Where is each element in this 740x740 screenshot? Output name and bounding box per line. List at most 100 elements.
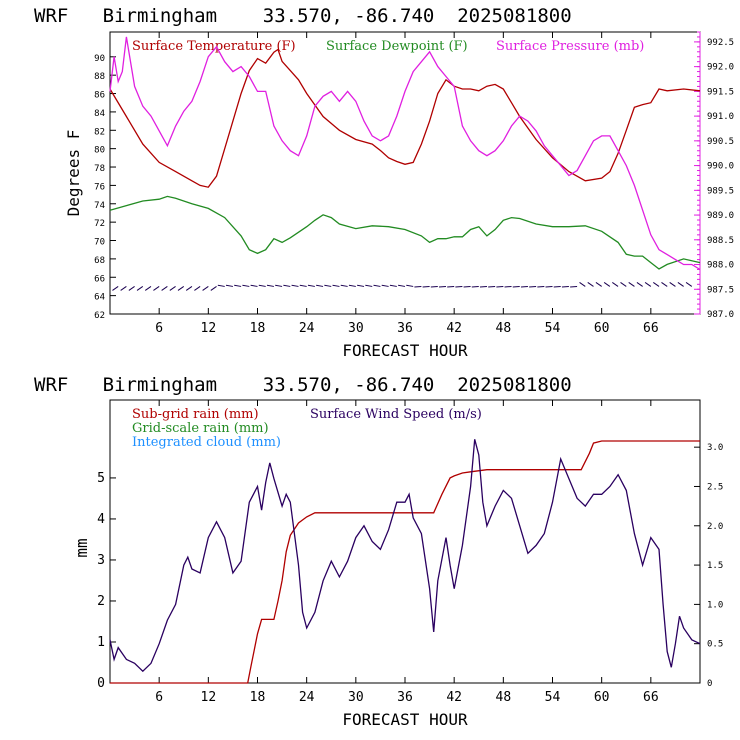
panel1-y2-ticks: 987.0 987.5 988.0 988.5 989.0 989.5 990.0 990.5… (694, 31, 734, 320)
wind-barb (202, 286, 209, 291)
panel1-x-tick-label: 24 (299, 321, 315, 336)
panel1-y-tick-label: 88 (94, 72, 105, 82)
series-line-sub-grid-rain-mm (110, 440, 700, 684)
panel1-y2-tick-label: 988.0 (707, 261, 734, 271)
panel2-title: WRF Birmingham 33.570, -86.740 202508180… (34, 374, 572, 396)
panel2-x-tick-label: 60 (594, 690, 610, 705)
panel1-x-tick-label: 66 (643, 321, 659, 336)
panel2-y2-tick-label: 2.0 (707, 522, 723, 532)
wind-barb (603, 282, 611, 287)
wind-barb (324, 284, 332, 287)
wind-barb (291, 284, 299, 287)
legend-surface-dewpoint: Surface Dewpoint (F) (326, 39, 468, 54)
panel2-y2-tick-label: 0.5 (707, 640, 723, 650)
panel1-x-tick-label: 12 (201, 321, 217, 336)
panel1-y2-tick-label: 992.0 (707, 63, 734, 73)
legend-gridscale-rain: Grid-scale rain (mm) (132, 421, 269, 436)
panel1-y2-tick-label: 992.5 (707, 38, 734, 48)
panel1-x-tick-label: 18 (250, 321, 266, 336)
wind-barb (250, 284, 258, 287)
panel2-y2-tick-label: 1.0 (707, 600, 723, 610)
wind-barb (120, 286, 127, 291)
wind-barb (620, 282, 627, 287)
panel1-y-tick-label: 80 (94, 146, 105, 156)
panel1-y2-tick-label: 987.5 (707, 285, 734, 295)
panel1-title: WRF Birmingham 33.570, -86.740 202508180… (34, 5, 572, 27)
panel2-x-tick-label: 12 (201, 690, 217, 705)
wind-barb (275, 284, 283, 287)
panel1-y-tick-label: 64 (94, 293, 105, 303)
wind-barb (685, 282, 693, 287)
panel2-y-tick-label: 4 (97, 512, 105, 527)
panel2-y-ticks: 0 1 2 3 4 5 (97, 471, 116, 691)
panel1-x-tick-label: 30 (348, 321, 364, 336)
wind-barb (381, 284, 389, 287)
panel2-x-tick-label: 42 (446, 690, 462, 705)
panel1-ylabel: Degrees F (64, 130, 83, 217)
panel2-ylabel: mm (72, 538, 91, 557)
wind-barb (283, 284, 291, 287)
wind-barb (112, 286, 119, 291)
panel1-y-tick-label: 90 (94, 54, 105, 64)
wind-barb (332, 284, 340, 287)
panel1-x-tick-label: 54 (545, 321, 561, 336)
panel2-series (109, 439, 701, 684)
wind-barb (398, 284, 406, 287)
wind-barb (210, 286, 217, 291)
panel1-series (109, 36, 701, 271)
panel2-xlabel: FORECAST HOUR (342, 710, 468, 729)
wind-barb (496, 285, 504, 288)
wind-barb (636, 282, 643, 287)
temperature-panel: WRF Birmingham 33.570, -86.740 202508180… (34, 5, 734, 360)
legend-surface-temperature: Surface Temperature (F) (132, 39, 296, 54)
wind-barb (529, 285, 537, 288)
panel1-y-tick-label: 66 (94, 274, 105, 284)
panel1-xlabel: FORECAST HOUR (342, 341, 468, 360)
panel1-y2-tick-label: 987.0 (707, 310, 734, 320)
panel1-y-tick-label: 86 (94, 91, 105, 101)
panel1-x-tick-label: 42 (446, 321, 462, 336)
panel2-x-tick-label: 54 (545, 690, 561, 705)
panel2-x-tick-label: 36 (397, 690, 413, 705)
wind-barb (161, 286, 168, 291)
wind-barb (144, 286, 152, 291)
wind-barb (169, 286, 176, 291)
wind-barb (438, 285, 447, 288)
panel1-x-tick-label: 36 (397, 321, 413, 336)
panel1-x-tick-label: 48 (496, 321, 512, 336)
wind-barb (316, 284, 324, 287)
panel2-y2-tick-label: 1.5 (707, 561, 723, 571)
panel1-x-tick-label: 6 (155, 321, 163, 336)
panel1-y-tick-label: 82 (94, 127, 105, 137)
legend-subgrid-rain: Sub-grid rain (mm) (132, 407, 259, 422)
wind-barb (579, 282, 586, 287)
wind-barb (488, 285, 496, 288)
wind-barb (136, 286, 144, 291)
panel2-y2-ticks: 0 0.5 1.0 1.5 2.0 2.5 3.0 (694, 443, 723, 689)
panel1-y-ticks: 62 64 66 68 70 72 74 76 78 80 82 84 86 88 90 (94, 54, 116, 321)
series-line-surface-pressure-mb (109, 36, 701, 271)
panel1-y-tick-label: 68 (94, 256, 105, 266)
wind-barb (504, 285, 512, 288)
wind-barb (628, 282, 635, 287)
panel1-y2-tick-label: 991.5 (707, 87, 734, 97)
wind-barb (348, 284, 356, 287)
wind-barb (299, 284, 307, 287)
panel2-y-tick-label: 5 (97, 471, 105, 486)
wind-barb (463, 285, 471, 288)
panel1-y2-tick-label: 988.5 (707, 236, 734, 246)
wind-barb (545, 285, 553, 288)
series-line-surface-wind-speed-m-s (109, 439, 701, 673)
wind-barb (561, 285, 569, 288)
panel2-x-tick-label: 30 (348, 690, 364, 705)
panel2-y2-tick-label: 2.5 (707, 482, 723, 492)
precipitation-panel: WRF Birmingham 33.570, -86.740 202508180… (34, 374, 723, 729)
wind-barb (266, 284, 274, 287)
wind-barb (340, 284, 348, 287)
panel1-y-tick-label: 70 (94, 238, 105, 248)
wind-barb (661, 282, 668, 287)
series-line-surface-dewpoint-f (109, 195, 701, 270)
panel1-y-tick-label: 72 (94, 219, 105, 229)
wind-barb (455, 285, 463, 288)
